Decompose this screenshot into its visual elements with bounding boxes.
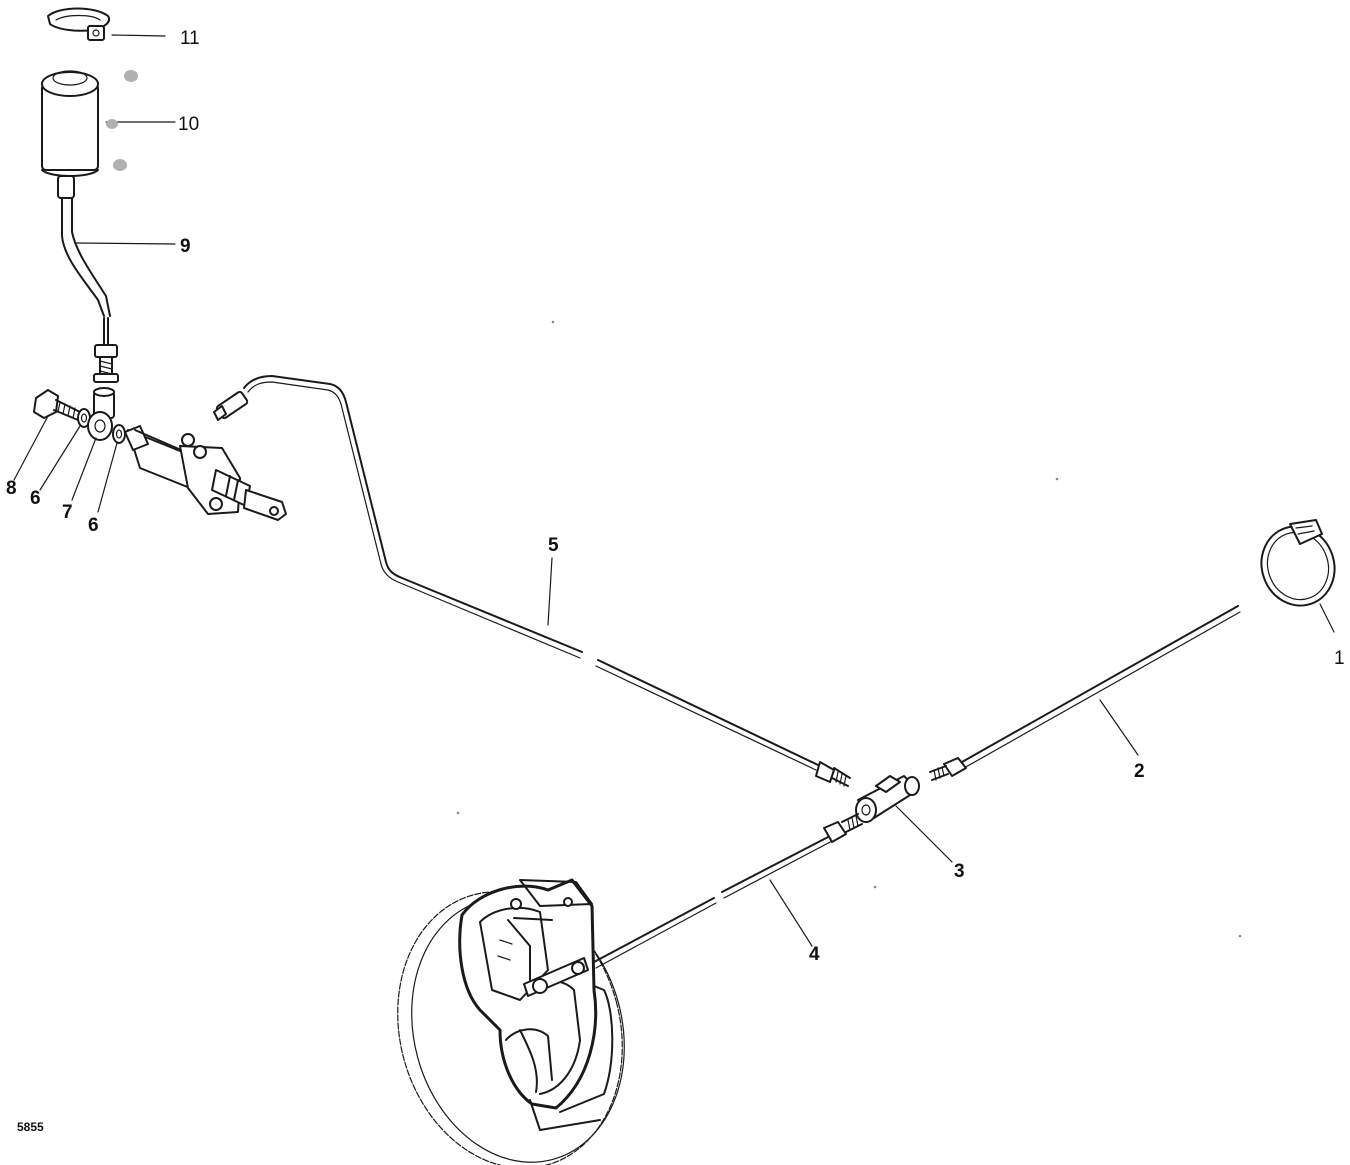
tee-piece	[855, 775, 953, 863]
washer-left	[39, 408, 91, 491]
master-cylinder	[124, 425, 287, 521]
callout-4: 4	[809, 944, 820, 965]
callout-10: 10	[178, 114, 199, 135]
brake-caliper	[458, 878, 614, 1131]
scan-specks	[456, 320, 1242, 938]
reservoir-hose	[57, 175, 176, 383]
brake-pipe-2	[929, 605, 1241, 781]
callout-3: 3	[954, 861, 965, 882]
callout-8: 8	[6, 478, 17, 499]
smudge-marks	[106, 70, 138, 171]
brake-pipe-4	[593, 813, 863, 969]
callout-2: 2	[1134, 761, 1145, 782]
callout-11: 11	[180, 28, 200, 49]
reservoir-clip	[47, 7, 166, 41]
banjo-union	[71, 387, 115, 501]
callout-6-right: 6	[88, 515, 99, 536]
hose-clip	[1260, 519, 1336, 633]
callout-5: 5	[548, 535, 559, 556]
callout-7: 7	[62, 502, 73, 523]
brake-pipe-5	[213, 375, 851, 787]
fluid-reservoir	[41, 70, 176, 177]
callout-6-left: 6	[30, 488, 41, 509]
callout-1: 1	[1334, 648, 1345, 669]
banjo-bolt	[13, 389, 81, 481]
callout-9: 9	[180, 236, 191, 257]
figure-number: 5855	[17, 1120, 44, 1134]
